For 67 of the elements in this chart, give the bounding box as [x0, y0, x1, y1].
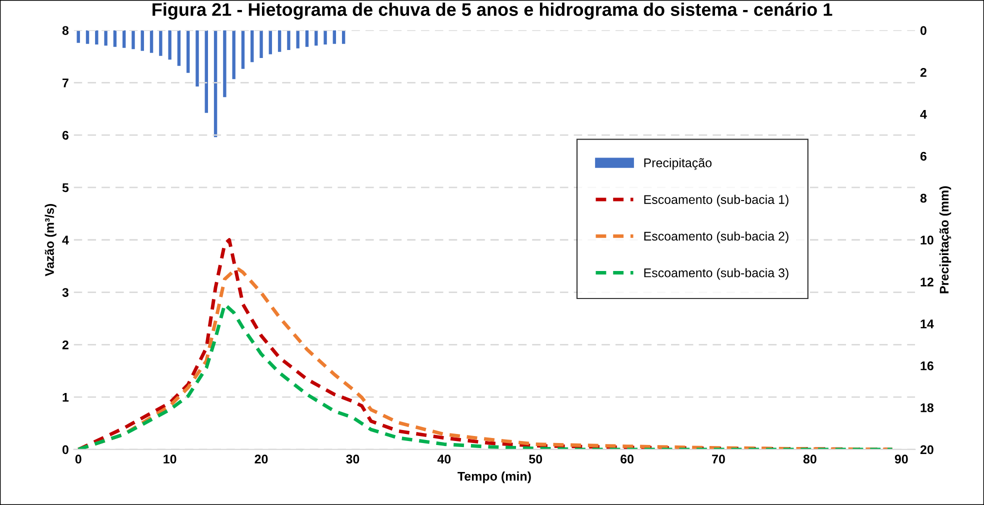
- bar: [305, 30, 309, 47]
- y-tick-label: 8: [62, 26, 69, 35]
- bar: [214, 30, 218, 138]
- x-tick-label: 30: [346, 454, 360, 464]
- y-tick-label: 5: [62, 183, 69, 192]
- bar: [332, 30, 336, 44]
- bar: [95, 30, 98, 45]
- x-tick-label: 90: [894, 454, 908, 464]
- legend-label: Precipitação: [644, 158, 712, 170]
- chart-title: Figura 21 - Hietograma de chuva de 5 anos e hidrograma do sistema - cenário 1: [152, 2, 832, 20]
- y2-tick-label: 12: [920, 278, 934, 286]
- bar: [296, 30, 300, 48]
- bar: [132, 30, 135, 50]
- bar: [232, 30, 236, 80]
- bar: [241, 30, 245, 69]
- bar: [122, 30, 126, 48]
- bar: [104, 30, 108, 46]
- y-tick-label: 4: [62, 236, 69, 244]
- legend-label: Escoamento (sub-bacia 3): [644, 268, 788, 280]
- bar: [186, 30, 190, 73]
- y2-tick-label: 4: [920, 110, 927, 119]
- bar: [177, 30, 181, 66]
- bar: [204, 30, 208, 113]
- y-tick-label: 0: [62, 445, 68, 454]
- bar: [287, 30, 290, 50]
- bar: [113, 30, 117, 47]
- x-tick-label: 10: [164, 454, 176, 464]
- bar: [250, 30, 254, 62]
- legend-label: Escoamento (sub-bacia 1): [644, 194, 788, 206]
- bar: [140, 30, 144, 51]
- bar: [196, 30, 199, 86]
- y2-axis-title: Precipitação (mm): [939, 186, 952, 294]
- bar: [223, 30, 226, 98]
- bar: [268, 30, 272, 54]
- bar: [150, 30, 154, 53]
- bar: [342, 30, 346, 44]
- y-tick-label: 3: [62, 288, 68, 297]
- x-tick-label: 50: [529, 454, 542, 464]
- x-tick-label: 40: [437, 454, 451, 464]
- y2-tick-label: 6: [920, 152, 926, 161]
- bar: [260, 30, 263, 58]
- y2-tick-label: 0: [920, 26, 926, 35]
- legend-label: Escoamento (sub-bacia 2): [644, 231, 788, 244]
- x-tick-label: 80: [803, 454, 816, 464]
- bar: [86, 30, 90, 44]
- bar: [278, 30, 282, 52]
- y-axis-title: Vazão (m³/s): [44, 204, 56, 276]
- x-tick-label: 70: [712, 454, 725, 464]
- x-tick-label: 20: [254, 454, 268, 464]
- bar: [159, 30, 162, 56]
- y2-tick-label: 10: [920, 236, 934, 245]
- x-tick-label: 0: [75, 454, 82, 464]
- y2-tick-label: 20: [920, 445, 934, 454]
- y-tick-label: 1: [62, 392, 69, 402]
- y-tick-label: 2: [62, 340, 68, 350]
- x-axis-title: Tempo (min): [458, 472, 531, 484]
- y2-tick-label: 18: [920, 403, 934, 412]
- y-tick-label: 6: [62, 130, 68, 140]
- y2-tick-label: 2: [920, 68, 926, 77]
- y2-tick-label: 8: [920, 194, 927, 203]
- bar: [168, 30, 172, 60]
- x-tick-label: 60: [620, 454, 634, 464]
- bar: [324, 30, 327, 45]
- y2-tick-label: 16: [920, 361, 934, 370]
- y-tick-label: 7: [62, 78, 68, 88]
- line-series: [76, 302, 894, 450]
- y2-tick-label: 14: [920, 320, 934, 328]
